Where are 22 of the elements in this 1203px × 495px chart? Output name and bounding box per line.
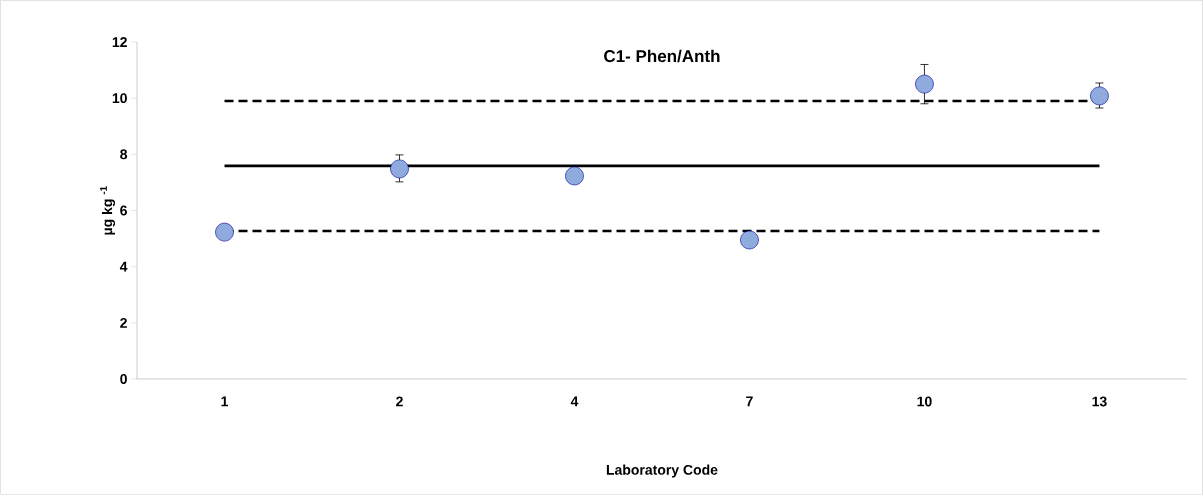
point — [915, 74, 934, 94]
point — [1090, 86, 1109, 106]
x-tick-label: 4 — [570, 396, 579, 407]
x-tick-label: 1 — [221, 396, 229, 407]
point — [740, 230, 759, 250]
x-tick-label: 2 — [396, 396, 403, 407]
y-tick-label: 2 — [120, 317, 127, 328]
point — [565, 166, 584, 186]
x-tick-label: 7 — [746, 396, 753, 407]
y-tick-label: 6 — [120, 205, 127, 216]
y-tick-label: 0 — [120, 374, 127, 384]
point — [390, 159, 409, 179]
y-tick-label: 10 — [112, 93, 127, 104]
y-tick-label: 8 — [120, 149, 128, 160]
x-tick-label: 10 — [917, 396, 932, 407]
point — [215, 222, 234, 242]
y-tick-label: 12 — [112, 37, 127, 47]
y-axis-title: µg kg $^{-1}$ — [100, 186, 116, 235]
chart-title: C1- Phen/Anth — [604, 49, 720, 63]
y-tick-label: 4 — [119, 261, 128, 272]
x-axis-title: Laboratory Code — [606, 464, 718, 478]
x-tick-label: 13 — [1092, 396, 1107, 407]
